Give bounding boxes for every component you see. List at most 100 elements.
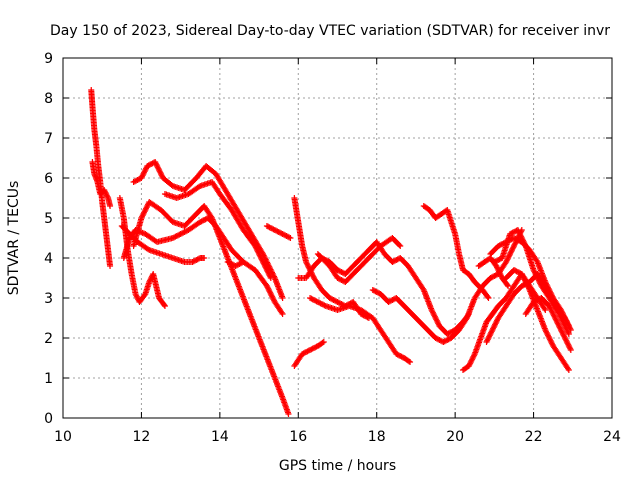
data-point <box>565 323 572 329</box>
data-point <box>433 316 440 323</box>
data-point <box>258 256 265 263</box>
data-point <box>497 272 504 279</box>
data-point <box>252 243 259 249</box>
data-point <box>491 323 498 329</box>
data-point <box>397 243 404 249</box>
data-point <box>437 337 444 344</box>
data-point <box>521 240 528 247</box>
data-point <box>484 337 491 344</box>
data-point <box>561 315 568 321</box>
data-point <box>514 237 521 243</box>
data-point <box>139 213 146 220</box>
data-point <box>496 242 503 249</box>
data-point <box>335 267 342 274</box>
data-point <box>567 345 574 352</box>
y-tick-label: 3 <box>44 291 53 307</box>
data-point <box>144 163 151 169</box>
data-point <box>503 257 510 264</box>
data-point <box>542 280 549 287</box>
data-point <box>398 353 405 360</box>
data-point <box>566 324 573 331</box>
data-point <box>267 273 274 280</box>
x-tick-label: 22 <box>525 429 543 445</box>
x-tick-label: 20 <box>446 429 464 445</box>
series-arc-15 <box>314 235 404 285</box>
data-point <box>141 169 148 176</box>
data-point <box>252 244 259 251</box>
data-point <box>432 335 439 341</box>
data-point <box>169 235 176 241</box>
data-point <box>487 331 494 337</box>
data-point <box>392 257 399 264</box>
data-point <box>287 235 294 241</box>
data-point <box>265 271 272 277</box>
data-point <box>266 288 273 295</box>
data-point <box>429 309 436 316</box>
data-point <box>469 356 476 363</box>
data-point <box>390 258 397 265</box>
data-point <box>267 289 274 296</box>
data-point <box>373 289 380 295</box>
data-point <box>155 165 162 172</box>
data-point <box>286 234 293 241</box>
data-point <box>319 339 326 346</box>
data-point <box>146 277 153 284</box>
data-point <box>269 295 276 301</box>
series-arc-6 <box>130 199 292 417</box>
data-point <box>515 228 522 235</box>
data-point <box>466 361 473 368</box>
data-point <box>435 336 442 343</box>
data-point <box>201 255 208 261</box>
data-point <box>531 298 538 305</box>
series-arc-24 <box>503 267 549 313</box>
data-point <box>516 269 523 276</box>
data-point <box>567 325 574 332</box>
data-point <box>335 275 342 282</box>
data-point <box>264 268 271 275</box>
data-point <box>237 260 244 267</box>
data-point <box>517 232 524 239</box>
data-point <box>103 192 110 199</box>
data-point <box>567 347 574 353</box>
data-point <box>143 165 150 172</box>
data-point <box>494 265 501 272</box>
data-point <box>316 299 323 306</box>
data-point <box>507 231 514 237</box>
data-point <box>492 321 499 328</box>
data-point <box>144 203 151 209</box>
data-point <box>192 257 199 264</box>
data-point <box>486 333 493 340</box>
data-point <box>320 339 327 345</box>
data-point <box>309 296 316 303</box>
data-point <box>522 241 529 248</box>
data-point <box>178 230 185 237</box>
data-point <box>509 229 516 236</box>
data-point <box>495 267 502 273</box>
data-point <box>483 339 490 345</box>
data-point <box>563 317 570 324</box>
data-point <box>282 232 289 239</box>
data-point <box>397 353 404 359</box>
data-point <box>326 295 333 301</box>
data-point <box>195 183 202 190</box>
series-arc-10 <box>263 223 294 241</box>
data-point <box>254 247 261 253</box>
data-point <box>146 161 153 168</box>
series-arc-5 <box>120 215 286 317</box>
series-arc-17 <box>420 203 492 301</box>
data-point <box>228 261 235 267</box>
data-point <box>239 259 246 266</box>
data-point <box>513 236 520 243</box>
data-point <box>299 351 306 357</box>
data-point <box>546 336 553 343</box>
data-point <box>547 337 554 344</box>
data-point <box>305 263 312 269</box>
data-point <box>433 317 440 324</box>
data-point <box>321 302 328 309</box>
data-point <box>232 263 239 269</box>
data-point <box>546 335 553 341</box>
data-point <box>182 228 189 235</box>
data-point <box>542 327 549 333</box>
data-point <box>535 276 542 283</box>
